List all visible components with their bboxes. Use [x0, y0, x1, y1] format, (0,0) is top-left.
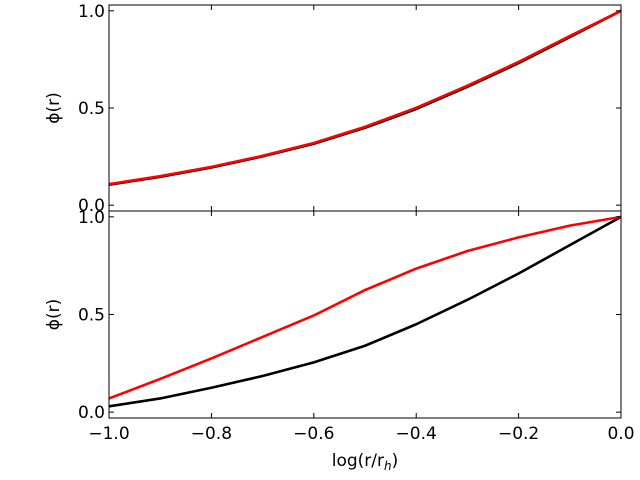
bottom-x-tick-label: −0.2 [498, 424, 539, 444]
bottom-x-tick-label: −0.4 [396, 424, 437, 444]
bottom-y-tick-label: 0.0 [78, 403, 105, 423]
bottom-x-tick-label: −1.0 [88, 424, 129, 444]
bottom-x-axis-label: log(r/rh) [332, 451, 399, 473]
bottom-y-tick-label: 0.5 [78, 306, 105, 326]
top-series-black-line [108, 9, 622, 187]
top-y-axis-label: ϕ(r) [44, 92, 64, 123]
top-panel: 0.0 0.5 1.0 ϕ(r) [44, 2, 622, 216]
bottom-x-tick-label: −0.8 [191, 424, 232, 444]
top-y-tick-label: 1.0 [78, 2, 105, 22]
bottom-axes-frame [108, 210, 622, 419]
bottom-x-tick-label: 0.0 [607, 424, 634, 444]
bottom-series-black-line [108, 215, 622, 408]
top-axes-frame [108, 4, 622, 212]
top-y-tick-label: 0.0 [78, 196, 105, 216]
top-series-red-line [108, 9, 622, 186]
bottom-y-tick-label: 1.0 [78, 208, 105, 228]
top-y-tick-label: 0.5 [78, 99, 105, 119]
bottom-panel: −1.0 −0.8 −0.6 −0.4 −0.2 0.0 0.0 0.5 1.0 ϕ(r) log(… [44, 208, 635, 473]
bottom-y-axis-label: ϕ(r) [44, 299, 64, 330]
bottom-series-red-line [108, 215, 622, 400]
bottom-x-tick-label: −0.6 [293, 424, 334, 444]
